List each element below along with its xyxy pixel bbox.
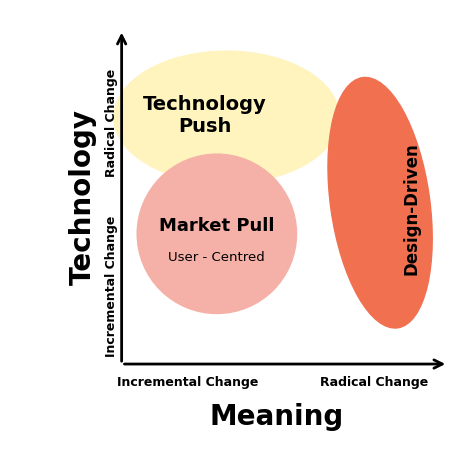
- Text: Incremental Change: Incremental Change: [117, 376, 258, 389]
- Ellipse shape: [328, 77, 432, 328]
- Text: Incremental Change: Incremental Change: [105, 216, 118, 357]
- Text: Meaning: Meaning: [210, 403, 344, 431]
- Text: Design-Driven: Design-Driven: [402, 142, 420, 275]
- Text: Market Pull: Market Pull: [159, 217, 274, 235]
- Text: Radical Change: Radical Change: [105, 69, 118, 177]
- Ellipse shape: [137, 154, 297, 313]
- Text: Technology: Technology: [69, 109, 97, 285]
- Text: Technology
Push: Technology Push: [143, 95, 267, 136]
- Text: User - Centred: User - Centred: [168, 251, 265, 264]
- Text: Radical Change: Radical Change: [320, 376, 428, 389]
- Ellipse shape: [114, 51, 339, 183]
